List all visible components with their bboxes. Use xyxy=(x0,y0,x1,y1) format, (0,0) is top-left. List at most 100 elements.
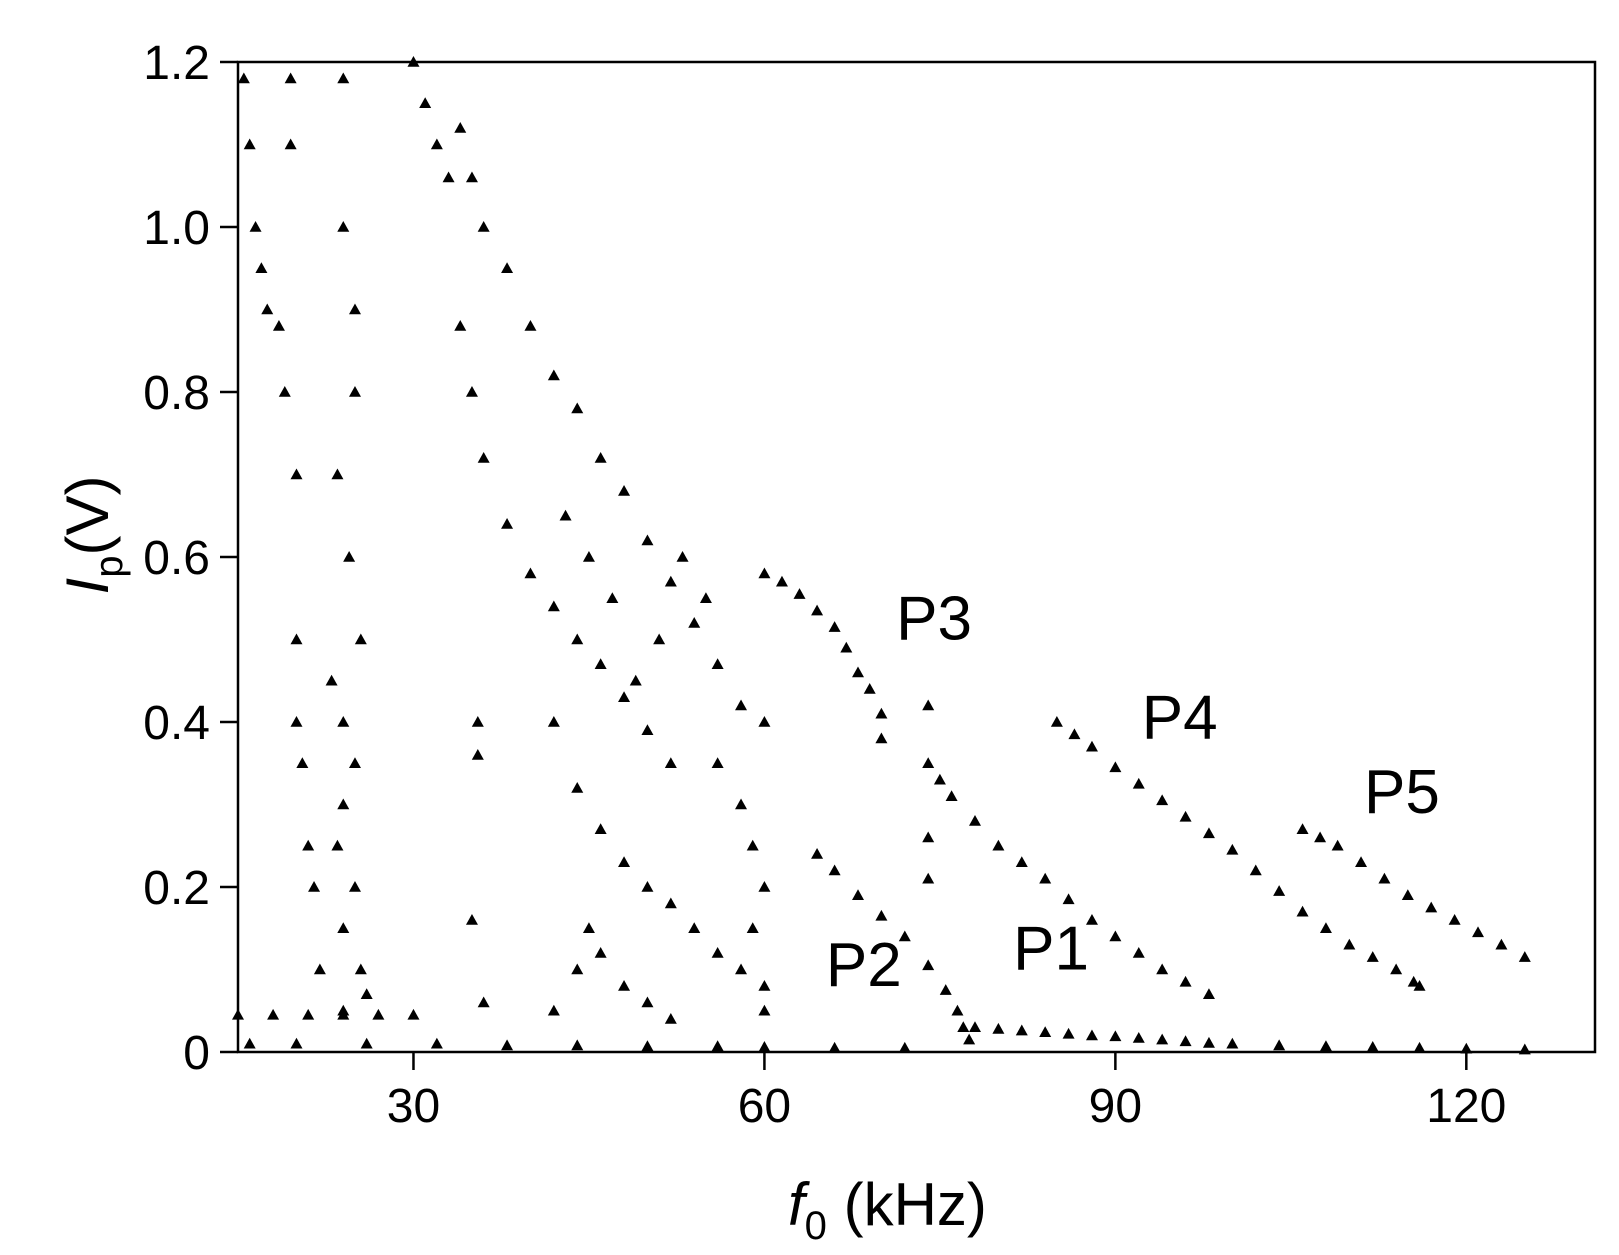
data-point-baseline xyxy=(898,1041,911,1053)
data-point-P3 xyxy=(828,621,841,632)
data-point-P4 xyxy=(1366,951,1379,962)
data-point-P2 xyxy=(951,1004,964,1016)
data-point-P5 xyxy=(1378,872,1391,884)
data-point-P2 xyxy=(875,909,888,921)
data-point-P2 xyxy=(939,984,952,995)
data-point-baseline xyxy=(290,1037,303,1049)
data-point-P1 xyxy=(1039,1026,1052,1037)
data-point-P3 xyxy=(1039,872,1052,884)
annotation-p1: P1 xyxy=(1013,915,1089,984)
data-point-chaotic xyxy=(278,386,291,397)
data-point-chaotic xyxy=(746,839,759,851)
data-point-chaotic xyxy=(477,996,490,1008)
data-point-P1 xyxy=(968,1021,981,1033)
data-point-baseline xyxy=(430,1037,443,1049)
data-point-P1 xyxy=(1085,1029,1098,1041)
data-point-chaotic xyxy=(331,839,344,851)
data-point-P4 xyxy=(1343,938,1356,950)
data-point-chaotic xyxy=(618,980,631,991)
data-point-chaotic xyxy=(337,1004,350,1016)
data-point-P1 xyxy=(1132,1031,1145,1043)
data-point-chaotic xyxy=(290,468,303,480)
annotation-p5: P5 xyxy=(1364,758,1440,827)
data-point-chaotic xyxy=(676,551,689,562)
data-point-P3 xyxy=(922,757,935,769)
data-point-chaotic xyxy=(711,947,724,958)
data-point-chaotic xyxy=(477,452,490,463)
annotation-p3: P3 xyxy=(896,585,972,654)
data-point-chaotic xyxy=(653,633,666,645)
data-point-baseline xyxy=(267,1008,280,1020)
annotations: P1 P2 P3 P4 P5 xyxy=(826,585,1440,1001)
data-point-chaotic xyxy=(261,303,274,315)
data-point-P3 xyxy=(793,588,806,599)
data-markers xyxy=(232,56,1531,1055)
data-point-P4 xyxy=(1273,885,1286,896)
data-point-P2 xyxy=(852,889,865,901)
data-point-P3 xyxy=(1062,893,1075,905)
data-point-chaotic xyxy=(343,551,356,562)
data-point-chaotic xyxy=(501,518,514,529)
data-point-P5 xyxy=(1296,823,1309,835)
data-point-P4 xyxy=(1068,728,1081,740)
data-point-chaotic xyxy=(582,551,595,562)
data-point-P5 xyxy=(1355,856,1368,868)
data-point-baseline xyxy=(571,1039,584,1051)
data-point-chaotic xyxy=(360,988,373,1000)
data-point-baseline xyxy=(243,1037,256,1049)
data-point-chaotic xyxy=(454,122,467,133)
data-point-P3 xyxy=(922,699,935,711)
data-point-P2 xyxy=(811,848,824,859)
data-point-chaotic xyxy=(290,633,303,645)
data-point-P3 xyxy=(1109,930,1122,942)
data-point-chaotic xyxy=(465,171,478,183)
data-point-P3 xyxy=(875,707,888,719)
data-point-chaotic xyxy=(337,72,350,84)
y-tick-label: 1.0 xyxy=(143,202,210,255)
data-point-P3 xyxy=(1202,988,1215,1000)
data-point-P3 xyxy=(1179,975,1192,987)
data-point-chaotic xyxy=(237,72,250,84)
data-point-P5 xyxy=(1518,951,1531,962)
data-point-P1 xyxy=(1179,1035,1192,1047)
data-point-chaotic xyxy=(735,963,748,975)
data-point-P3 xyxy=(1156,963,1169,975)
data-point-P5 xyxy=(1495,938,1508,950)
data-point-P3 xyxy=(775,575,788,587)
data-point-chaotic xyxy=(243,138,256,150)
data-point-P4 xyxy=(1202,827,1215,839)
data-point-chaotic xyxy=(746,922,759,934)
data-point-P3 xyxy=(1085,914,1098,925)
data-point-P3 xyxy=(922,872,935,884)
data-point-chaotic xyxy=(325,674,338,686)
data-point-baseline xyxy=(372,1008,385,1020)
data-point-chaotic xyxy=(272,320,285,331)
y-axis-unit: (V) xyxy=(54,476,121,556)
data-point-chaotic xyxy=(547,716,560,727)
data-point-chaotic xyxy=(758,1004,771,1016)
data-point-P2 xyxy=(898,930,911,942)
data-point-chaotic xyxy=(594,452,607,463)
data-point-chaotic xyxy=(618,691,631,703)
data-point-chaotic xyxy=(711,658,724,670)
data-point-chaotic xyxy=(348,386,361,397)
data-point-P1 xyxy=(1319,1040,1332,1052)
data-point-chaotic xyxy=(547,1004,560,1016)
data-point-P4 xyxy=(1390,963,1403,975)
data-point-P4 xyxy=(1319,922,1332,934)
data-point-chaotic xyxy=(477,221,490,232)
data-point-P5 xyxy=(1472,926,1485,938)
data-point-P3 xyxy=(922,831,935,843)
data-point-P3 xyxy=(758,567,771,579)
data-point-baseline xyxy=(501,1039,514,1051)
data-point-P5 xyxy=(1401,889,1414,901)
data-point-P2 xyxy=(957,1021,970,1033)
data-point-chaotic xyxy=(699,592,712,604)
data-point-chaotic xyxy=(296,757,309,769)
annotation-p4: P4 xyxy=(1142,684,1218,753)
data-point-chaotic xyxy=(524,567,537,579)
data-point-P3 xyxy=(811,604,824,616)
x-axis-symbol: f xyxy=(788,1171,810,1238)
data-point-chaotic xyxy=(618,485,631,496)
data-point-P5 xyxy=(1425,901,1438,913)
